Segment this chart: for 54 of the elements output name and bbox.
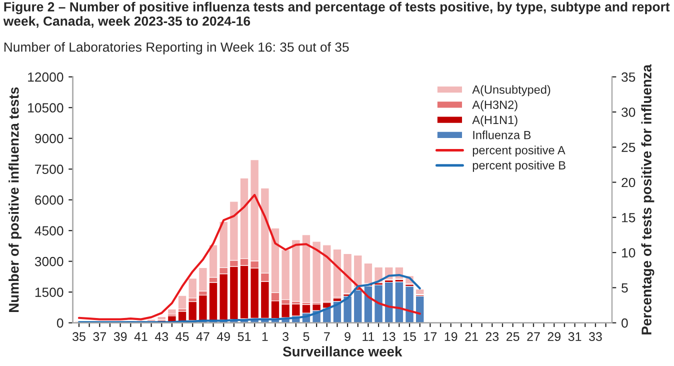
y-tick-label: 10500 bbox=[28, 103, 64, 113]
x-tick-label: 37 bbox=[93, 332, 106, 342]
legend-label: A(H1N1) bbox=[472, 115, 518, 126]
x-tick-label: 27 bbox=[527, 332, 540, 341]
x-tick-label: 29 bbox=[548, 332, 561, 342]
chart-subtitle: Number of Laboratories Reporting in Week 16: 35 out of 35 bbox=[4, 42, 349, 54]
x-tick-label: 11 bbox=[362, 332, 374, 341]
x-tick-label: 43 bbox=[154, 332, 168, 342]
y2-tick-label: 20 bbox=[622, 178, 636, 188]
legend-label: percent positive A bbox=[472, 146, 566, 157]
y-tick-label: 0 bbox=[56, 318, 64, 328]
legend-label: A(H3N2) bbox=[472, 100, 518, 112]
y-axis-title: Number of positive influenza tests bbox=[8, 87, 22, 312]
x-axis-title: Surveillance week bbox=[282, 346, 402, 356]
y-tick-label: 7500 bbox=[35, 164, 64, 174]
x-tick-label: 19 bbox=[444, 332, 458, 342]
y-tick-label: 9000 bbox=[35, 134, 64, 144]
x-tick-label: 21 bbox=[465, 332, 478, 341]
x-tick-label: 13 bbox=[382, 332, 396, 342]
x-tick-label: 7 bbox=[324, 332, 330, 341]
legend-label: A(Unsubtyped) bbox=[472, 85, 550, 96]
x-tick-label: 51 bbox=[238, 332, 251, 342]
y2-tick-label: 5 bbox=[622, 283, 628, 293]
x-tick-label: 9 bbox=[344, 332, 350, 342]
x-tick-label: 35 bbox=[72, 332, 86, 342]
y-tick-label: 3000 bbox=[34, 256, 64, 266]
x-tick-label: 49 bbox=[216, 332, 230, 342]
y2-tick-label: 15 bbox=[622, 213, 636, 222]
x-tick-label: 17 bbox=[424, 332, 437, 341]
x-tick-label: 41 bbox=[134, 332, 148, 341]
legend-label: Influenza B bbox=[473, 130, 531, 140]
y2-tick-label: 30 bbox=[622, 108, 636, 117]
legend-label: percent positive B bbox=[472, 160, 566, 172]
y2-tick-label: 0 bbox=[622, 318, 628, 328]
y2-tick-label: 10 bbox=[622, 248, 636, 258]
x-tick-label: 45 bbox=[176, 332, 189, 342]
y-tick-label: 6000 bbox=[35, 195, 64, 205]
x-tick-label: 3 bbox=[282, 332, 289, 342]
x-tick-label: 1 bbox=[262, 332, 268, 341]
x-tick-label: 25 bbox=[506, 332, 520, 342]
x-tick-label: 47 bbox=[196, 332, 210, 341]
x-tick-label: 23 bbox=[486, 332, 499, 342]
y2-tick-label: 35 bbox=[622, 72, 636, 82]
x-tick-label: 15 bbox=[404, 332, 416, 342]
x-tick-label: 5 bbox=[303, 332, 310, 342]
x-tick-label: 33 bbox=[588, 332, 602, 342]
y-tick-label: 12000 bbox=[28, 72, 64, 82]
x-tick-label: 39 bbox=[114, 332, 127, 342]
y2-tick-label: 25 bbox=[622, 142, 636, 152]
y-tick-label: 1500 bbox=[35, 288, 64, 297]
y-tick-label: 4500 bbox=[34, 226, 64, 236]
x-tick-label: 31 bbox=[568, 332, 582, 342]
chart-title: Figure 2 – Number of positive influenza tests and percentage of tests positive, by type, subtype and report week, Canada, week 2023-35 to 2024-16 bbox=[3, 2, 670, 28]
y2-axis-title: Percentage of tests positive for influenza bbox=[641, 64, 654, 334]
